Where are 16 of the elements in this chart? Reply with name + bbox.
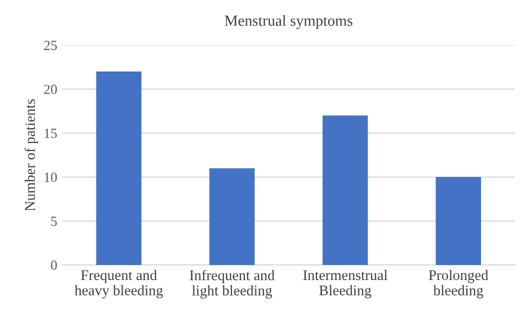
y-tick-label: 5 xyxy=(51,216,57,226)
bar xyxy=(436,177,482,265)
bar xyxy=(209,168,255,265)
y-tick-label: 20 xyxy=(44,84,57,94)
y-axis-title: Number of patients xyxy=(24,99,38,211)
x-tick-label: Prolonged bleeding xyxy=(428,270,488,298)
x-tick-label: Frequent and heavy bleeding xyxy=(74,270,163,298)
y-tick-label: 25 xyxy=(44,40,57,50)
chart-title: Menstrual symptoms xyxy=(224,15,352,29)
bar xyxy=(322,115,368,265)
y-tick-label: 10 xyxy=(44,172,57,182)
x-tick-label: Intermenstrual Bleeding xyxy=(303,270,388,298)
x-tick-label: Infrequent and light bleeding xyxy=(190,270,275,298)
bar xyxy=(96,72,142,265)
y-tick-label: 15 xyxy=(44,128,57,138)
y-tick-label: 0 xyxy=(50,260,57,270)
